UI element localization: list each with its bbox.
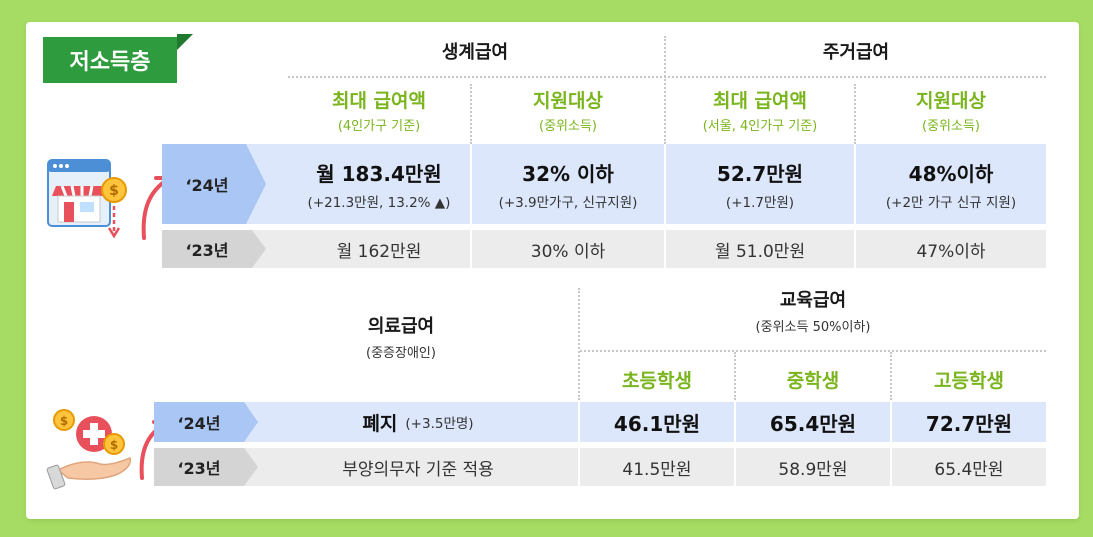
column-header: 초등학생 bbox=[622, 370, 692, 392]
table-cell: 48%이하 (+2만 가구 신규 지원) bbox=[885, 161, 1017, 211]
year-arrow-badge bbox=[162, 144, 266, 224]
divider bbox=[664, 36, 666, 144]
svg-text:$: $ bbox=[109, 183, 119, 199]
divider bbox=[578, 402, 580, 442]
group-housing-title: 주거급여 bbox=[822, 42, 890, 63]
divider bbox=[470, 84, 472, 144]
shop-coin-icon: $ bbox=[44, 156, 134, 246]
column-header: 고등학생 bbox=[934, 370, 1004, 392]
table-cell: 32% 이하 (+3.9만가구, 신규지원) bbox=[498, 161, 638, 211]
table-cell: 72.7만원 bbox=[925, 411, 1013, 436]
column-header: 최대 급여액 (4인가구 기준) bbox=[331, 90, 426, 134]
table-cell: 58.9만원 bbox=[778, 459, 848, 480]
divider bbox=[664, 230, 666, 268]
year-arrow-badge bbox=[162, 230, 266, 268]
divider bbox=[854, 84, 856, 144]
svg-text:$: $ bbox=[60, 414, 68, 428]
content-card: 저소득층 생계급여 주거급여 최대 급여액 (4인가구 기준) 지원대상 (중위소득… bbox=[26, 22, 1079, 519]
table-cell: 46.1만원 bbox=[613, 411, 701, 436]
year-label: ‘24년 bbox=[185, 176, 229, 195]
hand-medical-coin-icon: $ $ bbox=[44, 404, 136, 496]
education-header: 교육급여 (중위소득 50%이하) bbox=[755, 290, 871, 335]
column-header: 지원대상 (중위소득) bbox=[916, 90, 986, 134]
divider bbox=[854, 230, 856, 268]
column-header: 중학생 bbox=[786, 370, 840, 392]
table-cell: 월 51.0만원 bbox=[714, 241, 806, 262]
divider bbox=[890, 402, 892, 442]
row-2024 bbox=[162, 144, 1046, 224]
divider bbox=[734, 402, 736, 442]
divider bbox=[470, 144, 472, 224]
table-cell: 폐지 (+3.5만명) bbox=[362, 412, 474, 435]
table-cell: 30% 이하 bbox=[530, 241, 606, 262]
year-label: ‘23년 bbox=[185, 241, 229, 260]
medical-header: 의료급여 (중증장애인) bbox=[366, 316, 436, 361]
divider bbox=[890, 448, 892, 486]
svg-text:$: $ bbox=[110, 438, 118, 452]
row-2023 bbox=[162, 230, 1046, 268]
divider bbox=[734, 352, 736, 400]
year-arrow-badge bbox=[154, 402, 258, 442]
year-label: ‘24년 bbox=[177, 414, 221, 433]
table-cell: 월 162만원 bbox=[336, 241, 422, 262]
table-cell: 41.5만원 bbox=[622, 459, 692, 480]
divider bbox=[578, 288, 580, 400]
divider bbox=[288, 76, 1046, 78]
table-cell: 65.4만원 bbox=[934, 459, 1004, 480]
group-living-title: 생계급여 bbox=[441, 42, 509, 63]
divider bbox=[580, 350, 1046, 352]
divider bbox=[854, 144, 856, 224]
column-header: 최대 급여액 (서울, 4인가구 기준) bbox=[702, 90, 818, 134]
year-arrow-badge bbox=[154, 448, 258, 486]
table-cell: 65.4만원 bbox=[769, 411, 857, 436]
table-cell: 부양의무자 기준 적용 bbox=[342, 459, 494, 480]
table-cell: 47%이하 bbox=[916, 241, 986, 262]
column-header: 지원대상 (중위소득) bbox=[533, 90, 603, 134]
divider bbox=[734, 448, 736, 486]
divider bbox=[470, 230, 472, 268]
row-2024 bbox=[154, 402, 1046, 442]
category-tag: 저소득층 bbox=[40, 34, 193, 86]
divider bbox=[890, 352, 892, 400]
table-cell: 월 183.4만원 (+21.3만원, 13.2% ▲) bbox=[307, 161, 451, 211]
divider bbox=[664, 144, 666, 224]
row-2023 bbox=[154, 448, 1046, 486]
year-label: ‘23년 bbox=[177, 459, 221, 478]
divider bbox=[578, 448, 580, 486]
table-cell: 52.7만원 (+1.7만원) bbox=[716, 161, 804, 211]
